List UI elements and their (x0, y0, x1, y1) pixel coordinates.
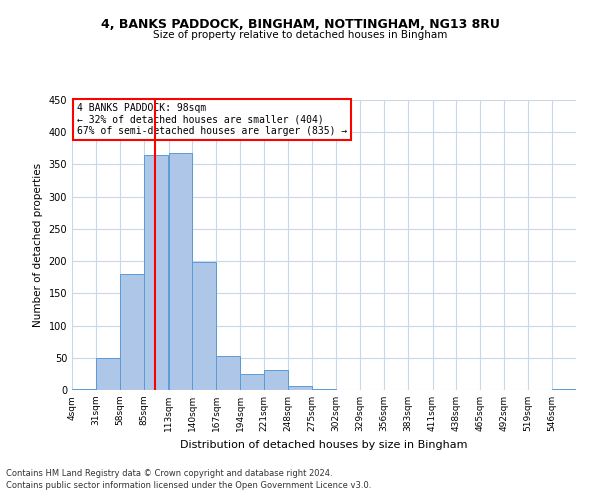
Bar (169, 153, 193, 390)
Bar (72, 388, 96, 390)
Bar (96, 358, 120, 390)
Bar (193, 262, 217, 390)
Bar (552, 388, 576, 390)
Text: Size of property relative to detached houses in Bingham: Size of property relative to detached ho… (153, 30, 447, 40)
Text: 4, BANKS PADDOCK, BINGHAM, NOTTINGHAM, NG13 8RU: 4, BANKS PADDOCK, BINGHAM, NOTTINGHAM, N… (101, 18, 499, 30)
Y-axis label: Number of detached properties: Number of detached properties (33, 163, 43, 327)
Text: 4 BANKS PADDOCK: 98sqm
← 32% of detached houses are smaller (404)
67% of semi-de: 4 BANKS PADDOCK: 98sqm ← 32% of detached… (77, 103, 347, 136)
Bar (144, 155, 167, 390)
Bar (312, 388, 336, 390)
Text: Contains public sector information licensed under the Open Government Licence v3: Contains public sector information licen… (6, 481, 371, 490)
Bar (120, 274, 144, 390)
Bar (217, 356, 240, 390)
Text: Contains HM Land Registry data © Crown copyright and database right 2024.: Contains HM Land Registry data © Crown c… (6, 468, 332, 477)
Bar (288, 386, 312, 390)
X-axis label: Distribution of detached houses by size in Bingham: Distribution of detached houses by size … (180, 440, 468, 450)
Bar (264, 370, 288, 390)
Bar (240, 374, 264, 390)
